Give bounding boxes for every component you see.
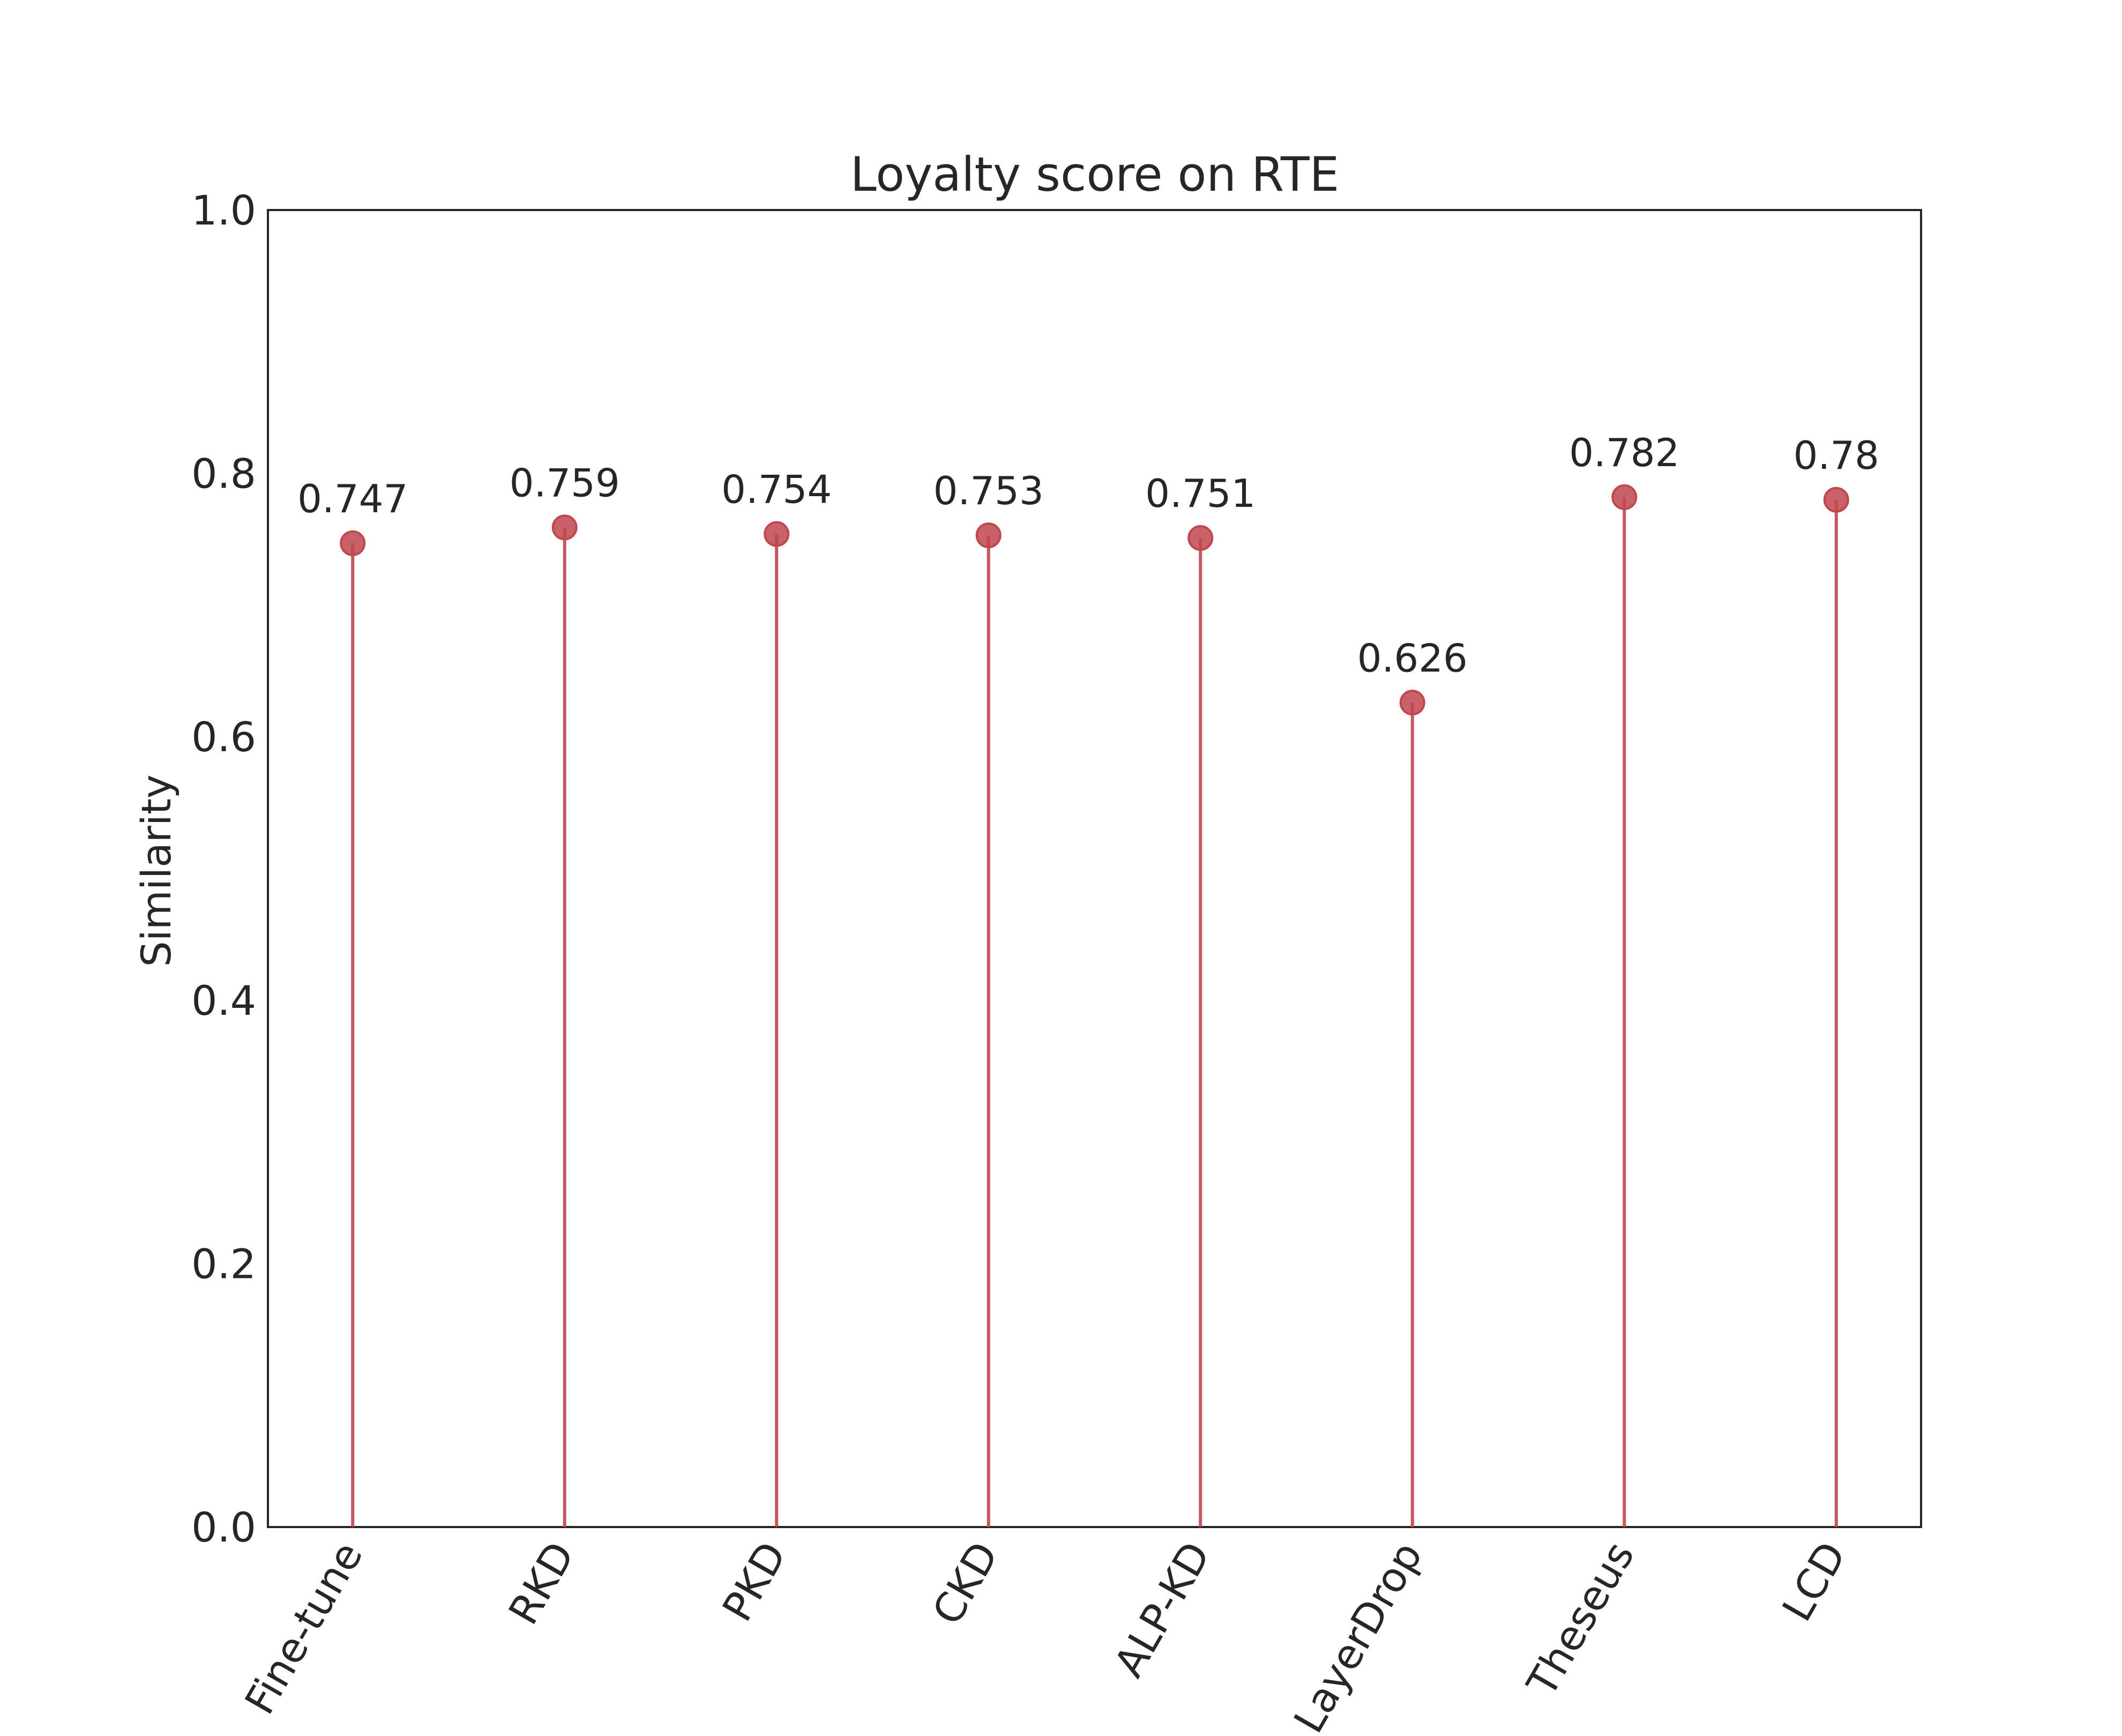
y-tick-label-2: 0.4	[191, 977, 256, 1024]
marker-3	[975, 522, 1002, 549]
x-tick-label-6: Theseus	[1518, 1534, 1643, 1705]
data-label-0: 0.747	[297, 476, 408, 521]
marker-5	[1399, 690, 1425, 716]
x-tick-label-1: RKD	[499, 1534, 584, 1633]
data-label-4: 0.751	[1145, 471, 1256, 516]
y-tick-label-1: 0.2	[191, 1240, 256, 1288]
marker-0	[340, 530, 366, 556]
data-label-3: 0.753	[933, 468, 1044, 513]
y-tick-label-4: 0.8	[191, 450, 256, 498]
marker-2	[764, 521, 790, 547]
x-tick-label-7: LCD	[1773, 1534, 1855, 1629]
data-label-2: 0.754	[721, 467, 832, 512]
y-tick-label-0: 0.0	[191, 1503, 256, 1551]
x-tick-label-4: ALP-KD	[1105, 1534, 1220, 1685]
data-label-5: 0.626	[1357, 635, 1468, 680]
x-tick-label-0: Fine-tune	[235, 1534, 371, 1723]
x-tick-label-3: CKD	[923, 1534, 1008, 1633]
x-tick-label-2: PKD	[713, 1534, 796, 1629]
plot-frame	[267, 209, 1922, 1528]
marker-7	[1823, 487, 1849, 513]
marker-4	[1187, 525, 1214, 551]
data-label-1: 0.759	[510, 460, 620, 505]
data-label-6: 0.782	[1569, 430, 1679, 475]
marker-6	[1611, 484, 1638, 510]
chart-title: Loyalty score on RTE	[850, 147, 1339, 202]
y-tick-label-3: 0.6	[191, 713, 256, 761]
y-axis-label: Similarity	[132, 774, 180, 967]
data-label-7: 0.78	[1794, 433, 1879, 478]
y-tick-label-5: 1.0	[191, 186, 256, 234]
marker-1	[551, 514, 578, 541]
x-tick-label-5: LayerDrop	[1284, 1534, 1431, 1736]
plot-area: 0.0 0.2 0.4 0.6 0.8 1.0 0.747 Fine-tune 0.759 RKD…	[191, 186, 1922, 1736]
